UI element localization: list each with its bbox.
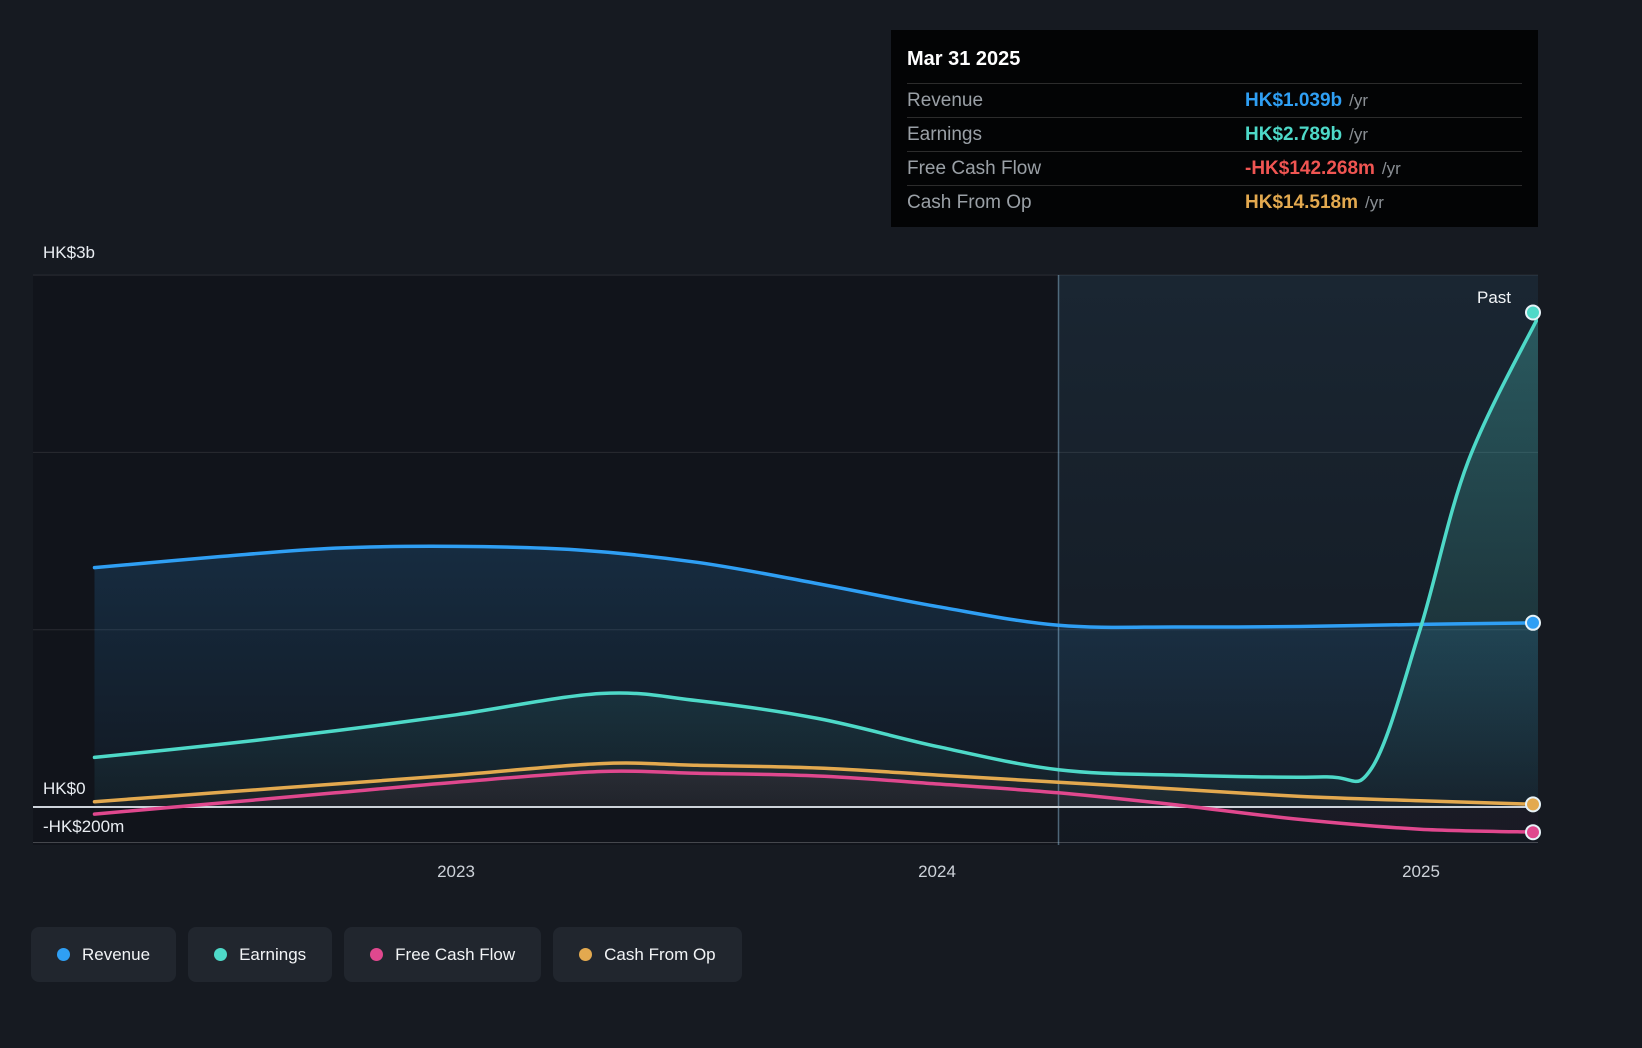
chart-tooltip: Mar 31 2025 Revenue HK$1.039b /yr Earnin… [891,30,1538,227]
legend-label: Earnings [239,944,307,964]
tooltip-unit: /yr [1365,192,1384,212]
tooltip-row-free-cash-flow: Free Cash Flow -HK$142.268m /yr [907,151,1522,185]
earnings-dot-icon [214,948,228,961]
past-region-label: Past [1477,288,1512,307]
tooltip-unit: /yr [1349,90,1369,110]
y-axis-label-zero: HK$0 [43,779,86,798]
cash-from-op-dot-icon [579,948,593,961]
free-cash-flow-dot-icon [370,948,384,961]
tooltip-label: Revenue [907,89,984,111]
chart-legend: Revenue Earnings Free Cash Flow Cash Fro… [31,927,742,982]
tooltip-label: Cash From Op [907,191,1032,213]
tooltip-value: HK$14.518m [1245,191,1359,213]
tooltip-value: -HK$142.268m [1245,157,1375,179]
y-axis-label-top: HK$3b [43,243,95,262]
tooltip-value: HK$2.789b [1245,123,1343,145]
tooltip-unit: /yr [1381,158,1401,178]
y-axis-label-negative: -HK$200m [43,817,125,836]
tooltip-value: HK$1.039b [1245,89,1343,111]
tooltip-row-revenue: Revenue HK$1.039b /yr [907,83,1522,117]
legend-item-free-cash-flow[interactable]: Free Cash Flow [344,927,542,982]
tooltip-unit: /yr [1349,124,1369,144]
revenue-dot-icon [57,948,70,961]
x-tick-2023: 2023 [437,862,475,881]
legend-label: Revenue [82,944,151,964]
legend-label: Cash From Op [604,944,716,964]
legend-item-cash-from-op[interactable]: Cash From Op [553,927,742,982]
legend-item-revenue[interactable]: Revenue [31,927,177,982]
tooltip-date: Mar 31 2025 [907,48,1021,70]
tooltip-row-earnings: Earnings HK$2.789b /yr [907,117,1522,151]
tooltip-row-cash-from-op: Cash From Op HK$14.518m /yr [907,185,1522,219]
legend-label: Free Cash Flow [395,944,516,964]
tooltip-label: Earnings [907,123,982,145]
x-tick-2025: 2025 [1402,862,1440,881]
legend-item-earnings[interactable]: Earnings [188,927,333,982]
tooltip-label: Free Cash Flow [907,157,1042,179]
x-tick-2024: 2024 [918,862,956,881]
